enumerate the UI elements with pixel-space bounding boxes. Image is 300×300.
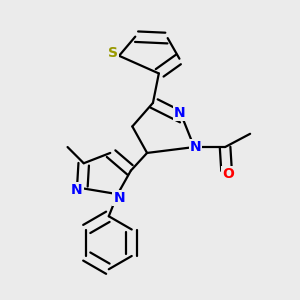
- Text: N: N: [71, 183, 83, 197]
- Text: N: N: [190, 140, 202, 154]
- Text: S: S: [108, 46, 118, 60]
- Text: N: N: [174, 106, 186, 120]
- Text: N: N: [113, 191, 125, 205]
- Text: O: O: [222, 167, 234, 181]
